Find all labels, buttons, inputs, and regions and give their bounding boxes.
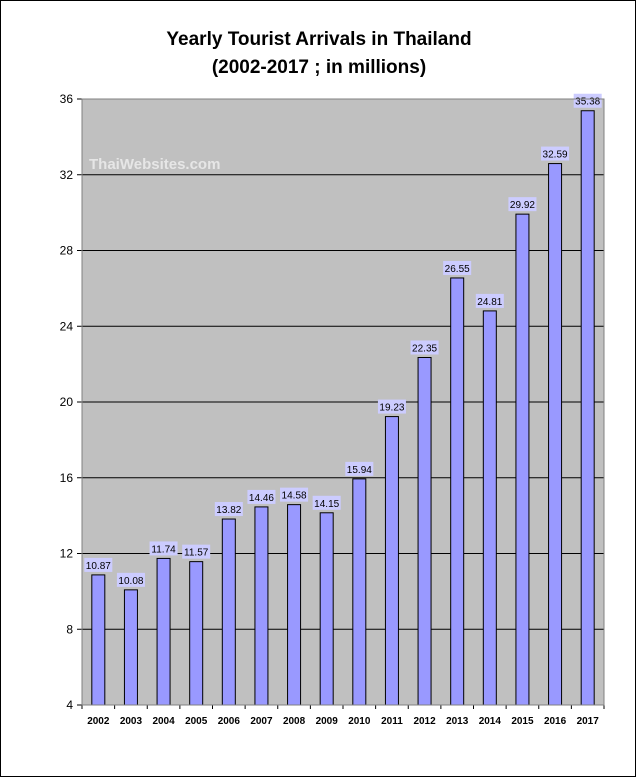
- data-label-2015: 29.92: [510, 200, 535, 211]
- bar-2016: [548, 163, 563, 706]
- data-label-2014: 24.81: [477, 297, 502, 308]
- data-label-background: [312, 495, 341, 510]
- data-label-background: [345, 461, 374, 476]
- bar-2004: [156, 557, 171, 706]
- y-tick-label: 36: [60, 92, 74, 106]
- data-label-2003: 10.08: [118, 576, 143, 587]
- bar-2011: [384, 416, 399, 706]
- data-label-background: [541, 146, 570, 161]
- x-axis-ticks: 2002 2003 2004 2005 2006 2007 2008 2009 2010 2011…: [81, 705, 605, 727]
- bar-2008: [287, 504, 302, 706]
- y-tick-label: 24: [60, 319, 74, 333]
- x-tick-label: 2014: [479, 716, 502, 727]
- chart-title: Yearly Tourist Arrivals in Thailand: [166, 29, 471, 50]
- data-label-2002: 10.87: [86, 561, 111, 572]
- y-tick-label: 20: [60, 395, 74, 409]
- data-label-2011: 19.23: [379, 403, 404, 414]
- bar-2005: [189, 561, 204, 706]
- bar-2014: [482, 310, 497, 706]
- data-label-background: [443, 260, 472, 275]
- bar-2007: [254, 506, 269, 706]
- y-tick-label: 4: [66, 698, 73, 712]
- data-label-2012: 22.35: [412, 343, 437, 354]
- bar-2017: [580, 110, 595, 706]
- x-tick-label: 2011: [381, 716, 403, 727]
- y-tick-label: 12: [60, 547, 74, 561]
- data-label-background: [84, 557, 113, 572]
- x-tick-label: 2015: [511, 716, 534, 727]
- bar-2012: [417, 356, 432, 706]
- data-label-background: [182, 544, 211, 559]
- x-tick-label: 2016: [544, 716, 567, 727]
- data-label-background: [214, 502, 243, 517]
- bar-2015: [515, 213, 530, 706]
- data-label-background: [508, 197, 537, 212]
- chart-subtitle: (2002-2017 ; in millions): [212, 57, 426, 78]
- x-tick-label: 2004: [152, 716, 175, 727]
- data-label-2005: 11.57: [184, 548, 209, 559]
- data-label-background: [116, 572, 145, 587]
- x-tick-label: 2008: [283, 716, 306, 727]
- x-tick-label: 2007: [250, 716, 273, 727]
- data-label-background: [410, 340, 439, 355]
- bar-2006: [221, 518, 236, 706]
- data-labels: 10.87 10.08 11.74 11.57 13.82 14.46 14.58 14.15…: [84, 93, 602, 587]
- x-tick-label: 2002: [87, 716, 110, 727]
- y-tick-label: 16: [60, 471, 74, 485]
- bar-2013: [450, 277, 465, 706]
- x-tick-label: 2009: [316, 716, 339, 727]
- x-tick-label: 2005: [185, 716, 208, 727]
- data-label-background: [573, 93, 602, 108]
- bar-2002: [91, 574, 106, 706]
- data-label-background: [149, 541, 178, 556]
- bar-2010: [352, 478, 367, 706]
- watermark-text: ThaiWebsites.com: [89, 156, 220, 173]
- data-label-background: [247, 489, 276, 504]
- y-tick-label: 28: [60, 244, 74, 258]
- data-label-2009: 14.15: [314, 499, 339, 510]
- data-label-background: [280, 487, 309, 502]
- data-label-2016: 32.59: [543, 150, 568, 161]
- data-label-2013: 26.55: [445, 264, 470, 275]
- axes: [81, 98, 605, 706]
- bar-2009: [319, 512, 334, 706]
- data-label-2004: 11.74: [151, 544, 176, 555]
- bar-2003: [123, 589, 138, 706]
- data-label-2006: 13.82: [216, 505, 241, 516]
- data-label-background: [377, 399, 406, 414]
- x-tick-label: 2017: [577, 716, 600, 727]
- x-tick-label: 2010: [348, 716, 371, 727]
- y-tick-label: 32: [60, 168, 74, 182]
- data-label-2008: 14.58: [282, 491, 307, 502]
- data-label-2010: 15.94: [347, 465, 372, 476]
- x-tick-label: 2003: [120, 716, 143, 727]
- x-tick-label: 2006: [218, 716, 241, 727]
- y-tick-label: 8: [66, 622, 73, 636]
- y-axis-ticks: 4 8 12 16 20 24 28 32 36: [60, 92, 82, 712]
- x-tick-label: 2012: [413, 716, 436, 727]
- data-label-2007: 14.46: [249, 493, 274, 504]
- data-label-2017: 35.38: [575, 97, 600, 108]
- plot-border: [81, 98, 605, 706]
- x-tick-label: 2013: [446, 716, 469, 727]
- data-label-background: [475, 293, 504, 308]
